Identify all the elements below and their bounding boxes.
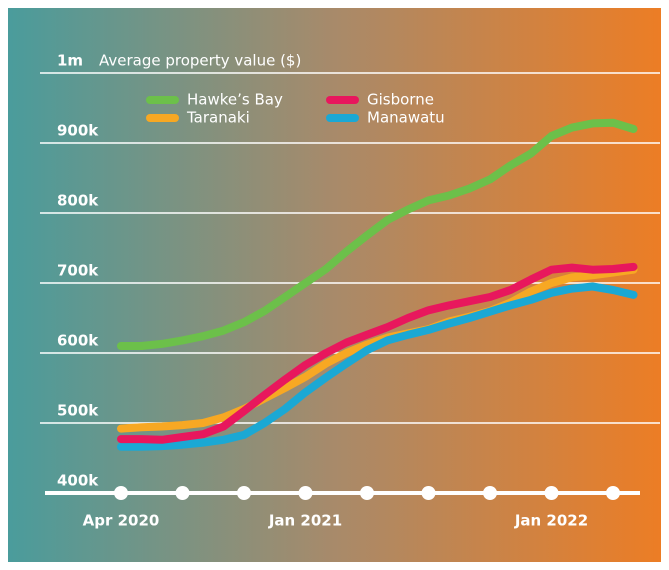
y-tick-label: 700k bbox=[57, 262, 99, 280]
x-axis-dot bbox=[237, 486, 251, 500]
legend-label: Taranaki bbox=[186, 109, 250, 127]
x-axis-dot bbox=[421, 486, 436, 500]
y-tick-label: 1m bbox=[57, 52, 83, 70]
x-axis-dot bbox=[114, 486, 128, 500]
background bbox=[8, 8, 661, 562]
y-tick-label: 500k bbox=[57, 402, 99, 420]
x-axis-dot bbox=[606, 486, 620, 500]
y-tick-label: 900k bbox=[57, 122, 99, 140]
y-tick-label: 800k bbox=[57, 192, 99, 210]
y-tick-label: 600k bbox=[57, 332, 99, 350]
x-axis-dot bbox=[175, 486, 190, 500]
x-tick-label: Jan 2022 bbox=[514, 512, 588, 530]
line-series bbox=[117, 118, 638, 350]
legend-label: Manawatu bbox=[367, 109, 445, 127]
x-axis-dot bbox=[483, 486, 497, 500]
y-tick-label: 400k bbox=[57, 472, 99, 490]
legend-label: Gisborne bbox=[367, 91, 434, 109]
x-axis-dot bbox=[298, 486, 313, 500]
x-tick-label: Jan 2021 bbox=[268, 512, 342, 530]
x-tick-label: Apr 2020 bbox=[83, 512, 160, 530]
x-axis-dot bbox=[360, 486, 374, 500]
line-series bbox=[117, 262, 638, 444]
line-series bbox=[117, 282, 638, 451]
y-axis-label: Average property value ($) bbox=[99, 52, 301, 70]
x-axis-dot bbox=[544, 486, 559, 500]
legend-label: Hawke’s Bay bbox=[187, 91, 283, 109]
